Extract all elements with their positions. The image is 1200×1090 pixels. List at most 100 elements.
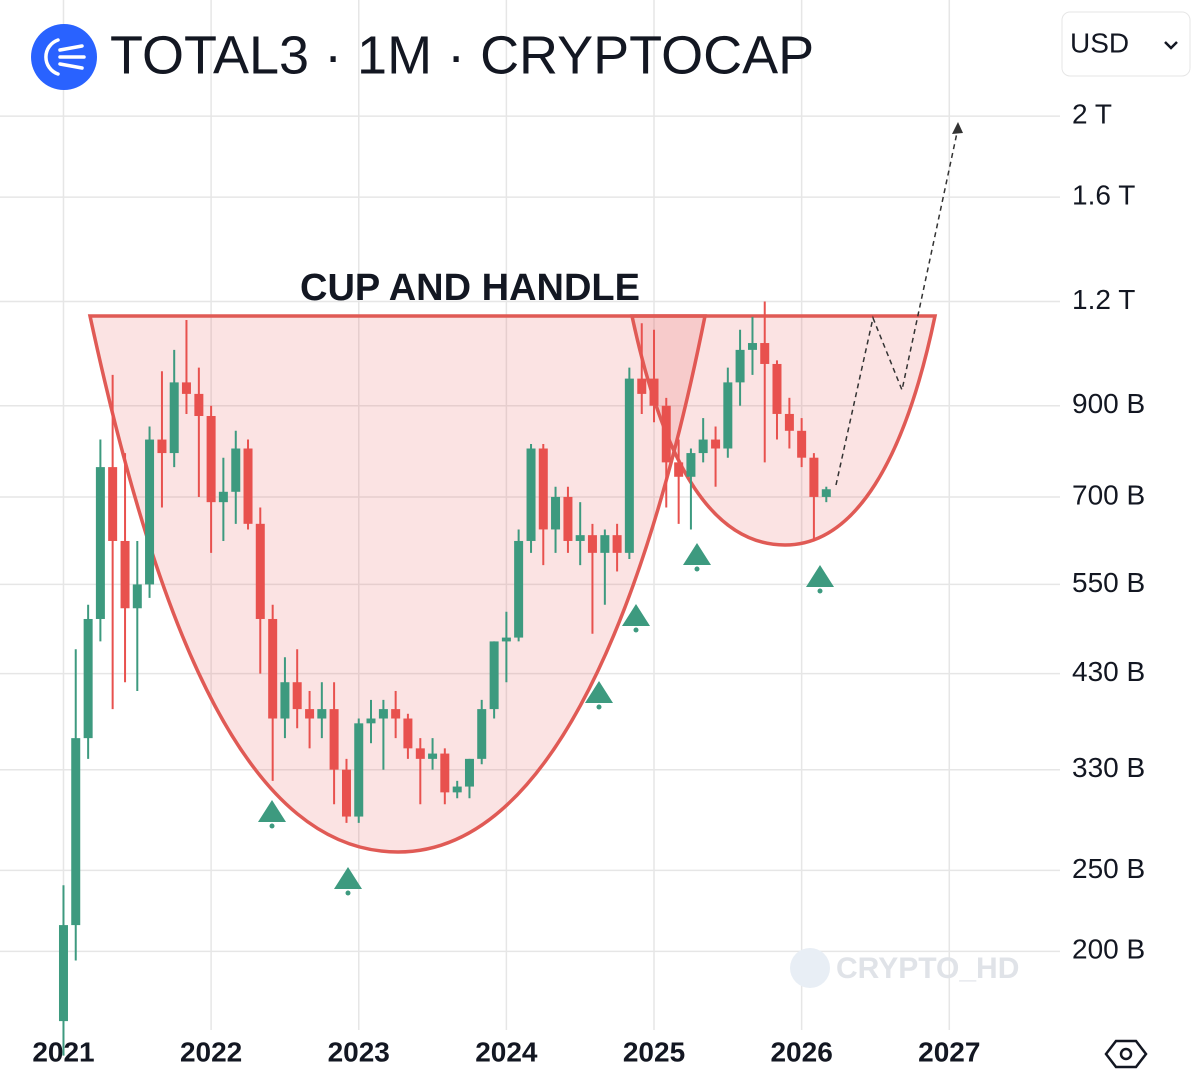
marker: [258, 800, 286, 822]
candle-body: [231, 448, 241, 492]
y-tick-label: 900 B: [1072, 388, 1145, 419]
x-tick-label: 2023: [328, 1036, 390, 1067]
candle-body: [341, 769, 351, 817]
candle-body: [809, 457, 819, 497]
candle-body: [526, 448, 536, 541]
candle-body: [317, 709, 327, 719]
candle-body: [218, 491, 228, 503]
support-markers: [258, 543, 834, 896]
marker: [683, 543, 711, 565]
currency-label[interactable]: USD: [1070, 27, 1129, 58]
candle-body: [723, 382, 733, 449]
marker: [806, 565, 834, 587]
x-tick-label: 2022: [180, 1036, 242, 1067]
marker-dot: [633, 627, 639, 633]
candle-body: [760, 343, 770, 364]
candles: [58, 301, 831, 1056]
handle-shape: [629, 314, 938, 547]
candle-body: [71, 738, 81, 926]
candle-body: [612, 535, 622, 553]
candle-body: [83, 618, 93, 739]
x-tick-label: 2027: [918, 1036, 980, 1067]
y-tick-label: 2 T: [1072, 99, 1112, 130]
dropdown-chevron[interactable]: [1164, 41, 1178, 50]
candle-body: [440, 753, 450, 793]
candle-body: [206, 416, 216, 503]
marker: [622, 604, 650, 626]
y-tick-label: 1.2 T: [1072, 284, 1135, 315]
candle-body: [538, 448, 548, 530]
x-tick-label: 2026: [770, 1036, 832, 1067]
y-tick-label: 1.6 T: [1072, 179, 1135, 210]
marker-dot: [694, 566, 700, 572]
candle-body: [169, 382, 179, 454]
y-tick-label: 430 B: [1072, 656, 1145, 687]
candle-body: [587, 535, 597, 553]
candle-body: [649, 378, 659, 406]
marker-dot: [345, 890, 351, 896]
currency-select[interactable]: [1061, 11, 1191, 77]
candle-body: [181, 382, 191, 394]
y-tick-label: 550 B: [1072, 567, 1145, 598]
x-tick-label: 2021: [32, 1036, 94, 1067]
marker-dot: [269, 823, 275, 829]
candle-body: [268, 618, 278, 719]
candle-body: [686, 453, 696, 477]
projection-line: [835, 127, 959, 486]
candle-body: [194, 393, 204, 417]
candle-body: [452, 786, 462, 793]
candle-body: [329, 709, 339, 770]
watermark: CRYPTO_HD: [836, 952, 1019, 985]
candle-body: [661, 405, 671, 463]
candle-body: [674, 462, 684, 477]
pattern-label: CUP AND HANDLE: [300, 267, 640, 309]
candle-body: [600, 535, 610, 553]
candle-body: [514, 540, 524, 638]
candle-body: [637, 378, 647, 394]
candle-body: [145, 439, 155, 585]
y-tick-label: 250 B: [1072, 853, 1145, 884]
projection-arrowhead: [952, 122, 963, 134]
candle-body: [403, 718, 413, 749]
candle-body: [784, 413, 794, 431]
candle-body: [821, 489, 831, 497]
candle-body: [551, 496, 561, 530]
marker: [585, 681, 613, 703]
candle-body: [698, 439, 708, 454]
marker-dot: [817, 588, 823, 594]
candle-body: [120, 540, 130, 609]
candle-body: [415, 748, 425, 759]
candle-body: [501, 637, 511, 642]
candle-body: [563, 496, 573, 541]
candle-body: [354, 723, 364, 817]
candle-body: [108, 467, 118, 541]
logo-mark: [44, 38, 86, 76]
settings-dot[interactable]: [1119, 1047, 1133, 1061]
x-tick-label: 2024: [475, 1036, 538, 1067]
candle-body: [747, 343, 757, 350]
candle-body: [391, 709, 401, 719]
x-tick-label: 2025: [623, 1036, 685, 1067]
candle-body: [255, 523, 265, 619]
candle-body: [243, 448, 253, 524]
candle-body: [772, 363, 782, 414]
candle-body: [624, 378, 634, 553]
y-tick-label: 330 B: [1072, 752, 1145, 783]
y-tick-label: 200 B: [1072, 934, 1145, 965]
candle-body: [95, 467, 105, 619]
candle-body: [157, 439, 167, 454]
candle-body: [132, 584, 142, 609]
candle-body: [280, 682, 290, 719]
candle-body: [797, 430, 807, 458]
candle-body: [711, 439, 721, 449]
candle-body: [305, 709, 315, 719]
settings-button[interactable]: [1104, 1039, 1148, 1069]
cup-shape: [87, 314, 708, 854]
candle-body: [58, 925, 68, 1022]
marker-dot: [596, 704, 602, 710]
candle-body: [735, 349, 745, 383]
marker: [334, 867, 362, 889]
candle-body: [464, 758, 474, 787]
